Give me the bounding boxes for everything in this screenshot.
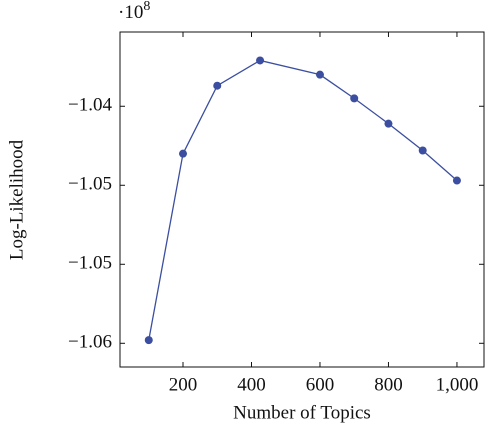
plot-frame (119, 31, 485, 368)
data-point (418, 146, 427, 155)
y-tick-label: −1.05 (68, 253, 112, 274)
data-point (315, 70, 324, 79)
x-tick-label: 800 (374, 374, 403, 395)
data-point (452, 176, 461, 185)
data-point (256, 56, 265, 65)
y-axis-label: Log-Likelihood (6, 139, 27, 260)
x-tick-label: 200 (169, 374, 198, 395)
data-point (213, 81, 222, 90)
x-tick-label: 600 (306, 374, 335, 395)
y-multiplier: ·108 (118, 0, 150, 23)
data-point (179, 149, 188, 158)
data-point (144, 336, 153, 345)
series-line (148, 59, 458, 341)
y-tick-label: −1.06 (68, 332, 112, 353)
x-tick-label: 400 (237, 374, 266, 395)
data-point (384, 119, 393, 128)
data-point (350, 94, 359, 103)
x-tick-label: 1,000 (436, 374, 479, 395)
y-tick-label: −1.05 (68, 174, 112, 195)
x-axis-label: Number of Topics (233, 402, 371, 423)
y-tick-label: −1.04 (68, 95, 112, 116)
